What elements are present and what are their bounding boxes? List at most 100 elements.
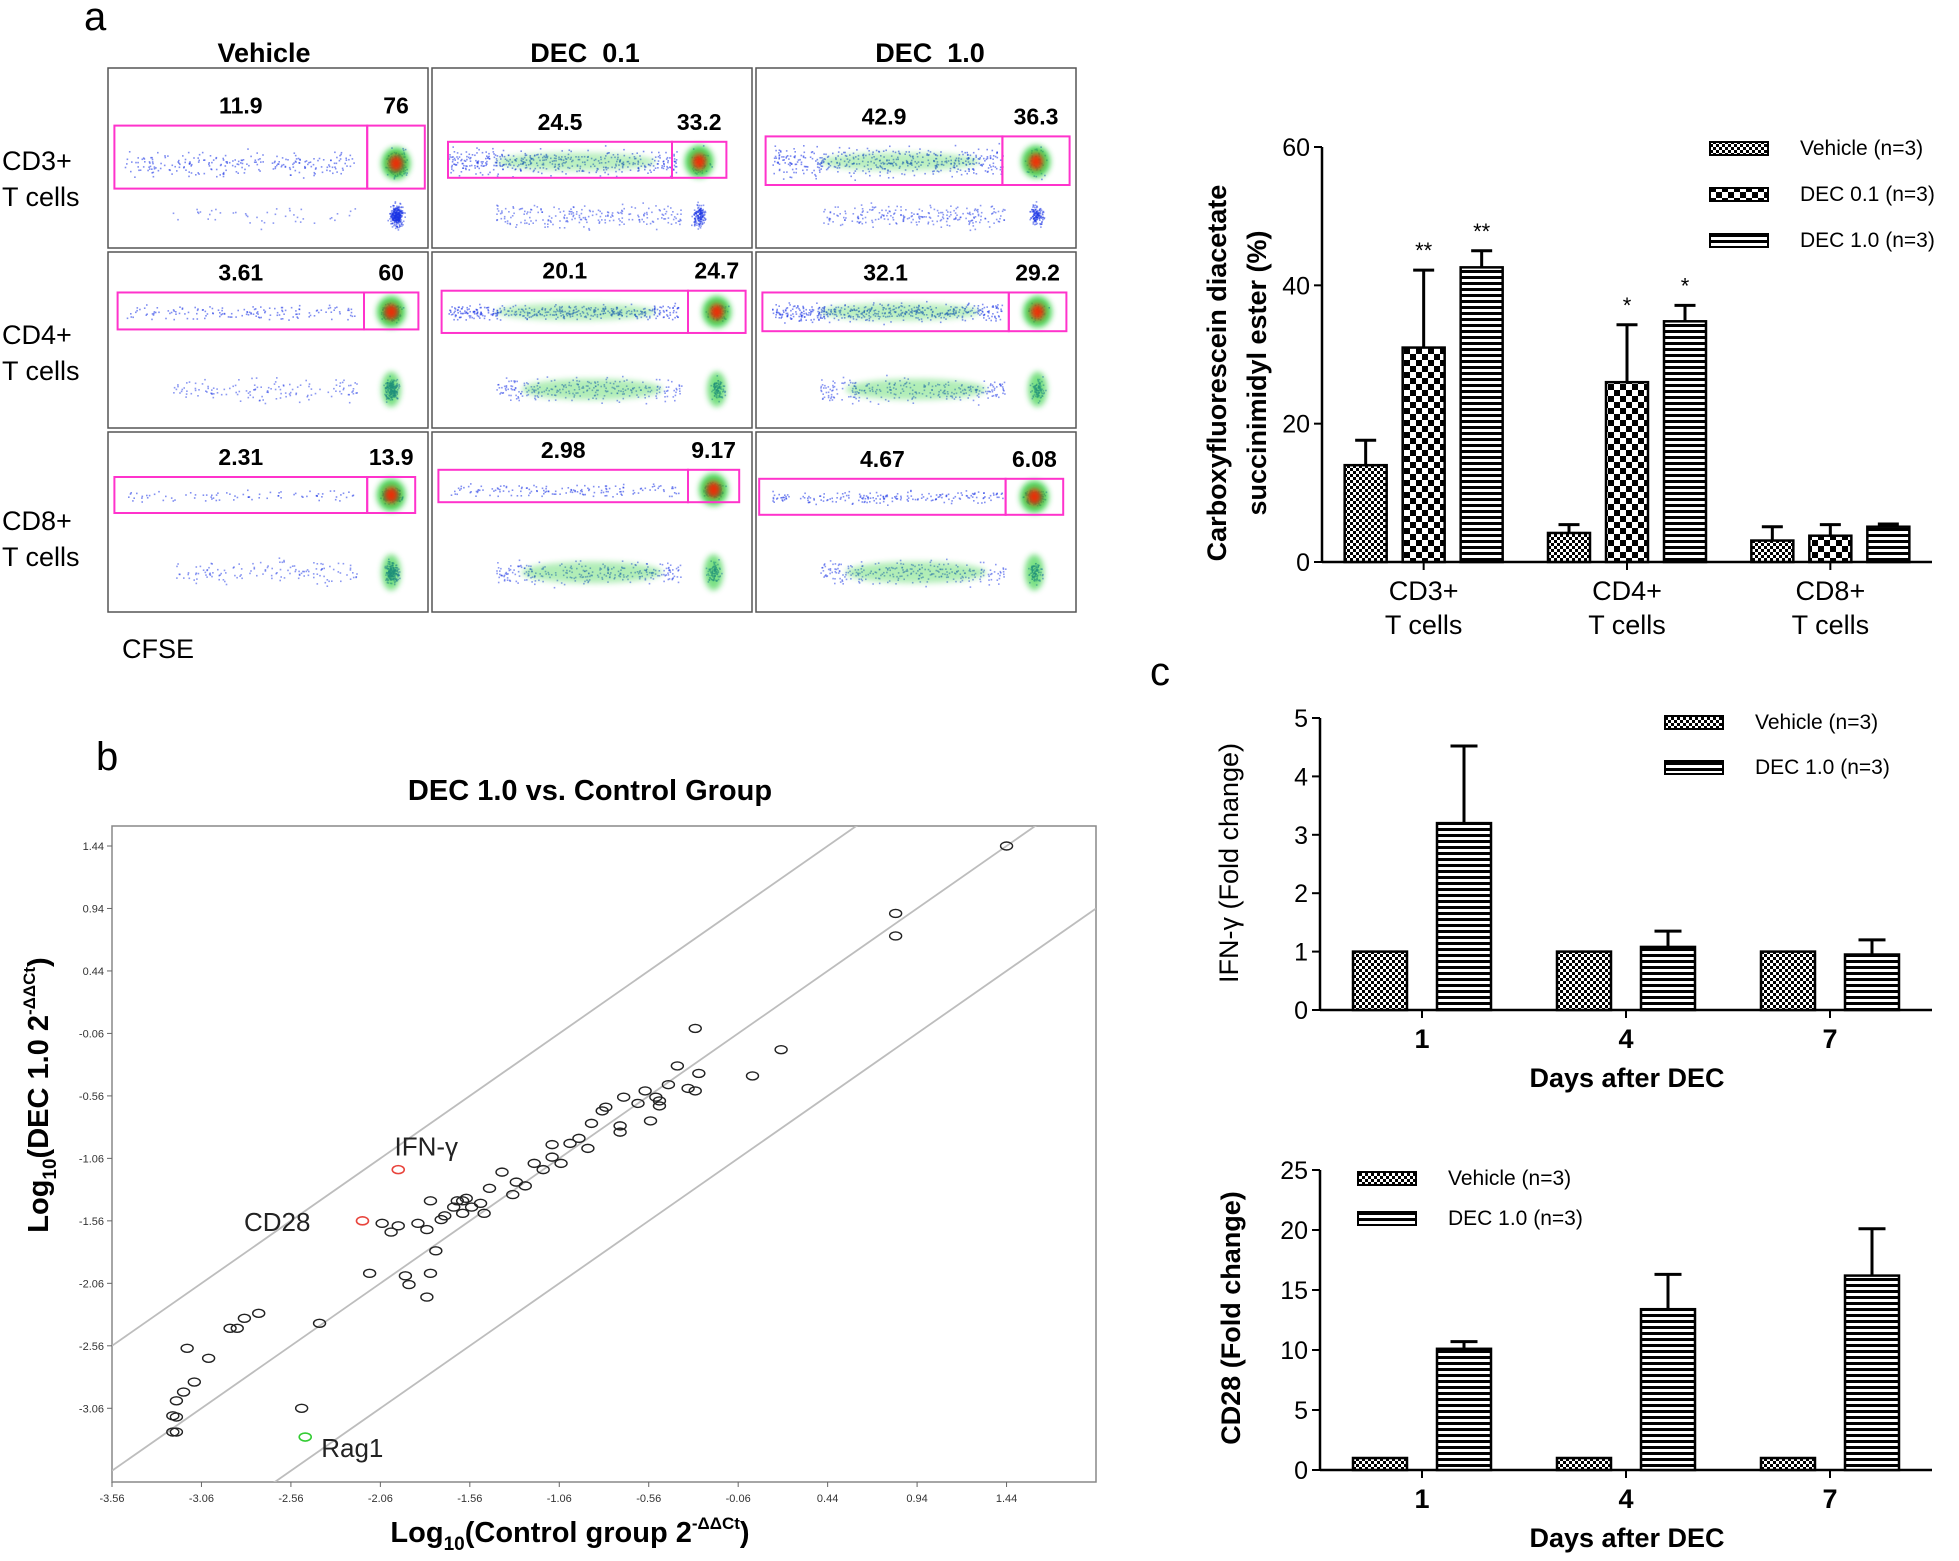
flow-dot [502,168,504,171]
flow-dot [992,165,995,168]
flow-dot [811,321,814,324]
flow-dot [643,213,645,216]
flow-dot [623,223,625,225]
flow-dot [153,166,156,168]
flow-dot [171,173,173,175]
flow-dot [650,171,652,173]
flow-dot [295,158,298,160]
flow-dot [991,213,993,215]
flow-dot [878,212,881,214]
flow-dot [902,220,905,222]
flow-dot [246,163,248,165]
flow-dot [521,390,523,393]
flow-dot [212,312,214,315]
flow-dot [264,311,266,314]
flow-dot [674,160,677,163]
flow-dot [699,213,702,215]
flow-dot [993,222,995,224]
flow-dot [487,310,490,312]
flow-dot [979,314,981,316]
flow-dot [618,401,621,403]
flow-dot [400,215,403,217]
flow-dot [655,395,657,397]
flow-dot [948,225,951,227]
flow-dot [945,220,948,223]
flow-dot [201,151,204,154]
flow-dot [558,208,560,210]
flow-dot [818,311,821,314]
flow-dot [795,307,798,309]
flow-dot [201,309,204,311]
flow-dot [535,219,537,222]
flow-dot [901,173,903,175]
flow-dot [665,386,668,388]
flow-dot [238,379,240,381]
flow-dot [680,219,682,222]
flow-dot [578,216,581,219]
flow-dot [494,161,497,164]
flow-dot [832,152,834,155]
flow-dot [946,224,949,226]
flow-dot [285,158,287,161]
flow-dot [809,314,811,316]
flow-dot [332,172,334,175]
flow-dot [476,161,479,163]
flow-dot [588,227,590,230]
flow-dot [928,216,931,218]
flow-dot [353,162,355,164]
flow-dot [321,171,324,174]
flow-dot [780,151,782,153]
flow-dot [487,309,489,311]
flow-dot [356,383,358,385]
flow-dot [330,217,333,219]
flow-dot [1032,218,1035,220]
flow-dot [655,205,657,207]
flow-dot [988,312,990,314]
flow-dot [836,214,838,217]
flow-dot [833,213,835,215]
flow-density-low [381,371,401,407]
flow-dot [1034,218,1037,220]
flow-dot [513,380,515,382]
flow-dot [171,164,174,167]
flow-dot [597,219,600,221]
flow-dot [262,154,264,156]
flow-dot [255,315,257,317]
flow-dot [137,166,139,168]
flow-dot [700,225,702,227]
flow-dot [989,157,992,159]
flow-dot [893,212,896,214]
flow-dot [973,209,976,212]
flow-dot [890,215,892,217]
flow-dot [675,387,678,390]
flow-dot [961,316,964,319]
flow-dot [601,212,603,215]
flow-dot [697,206,700,209]
flow-gate-value-divided: 42.9 [862,103,907,129]
flow-dot [155,167,157,169]
flow-dot [795,163,798,166]
flow-dot [637,216,640,218]
flow-dot [782,309,785,312]
flow-dot [814,173,816,176]
flow-dot [803,310,805,312]
flow-dot [1001,210,1004,213]
flow-dot [999,168,1002,171]
flow-dot [222,157,224,160]
flow-dot [859,221,862,223]
flow-dot [639,155,641,157]
flow-dot [339,158,342,160]
flow-dot [135,311,137,314]
flow-dot [908,145,911,148]
flow-dot [317,311,320,314]
flow-dot [881,214,883,216]
flow-dot [980,219,982,221]
flow-dot [986,148,988,151]
flow-dot [810,151,813,154]
flow-dot [792,315,795,318]
flow-dot [152,314,155,316]
flow-dot [464,160,467,162]
flow-dot [865,172,867,175]
flow-dot [981,165,983,167]
flow-dot [801,311,803,314]
